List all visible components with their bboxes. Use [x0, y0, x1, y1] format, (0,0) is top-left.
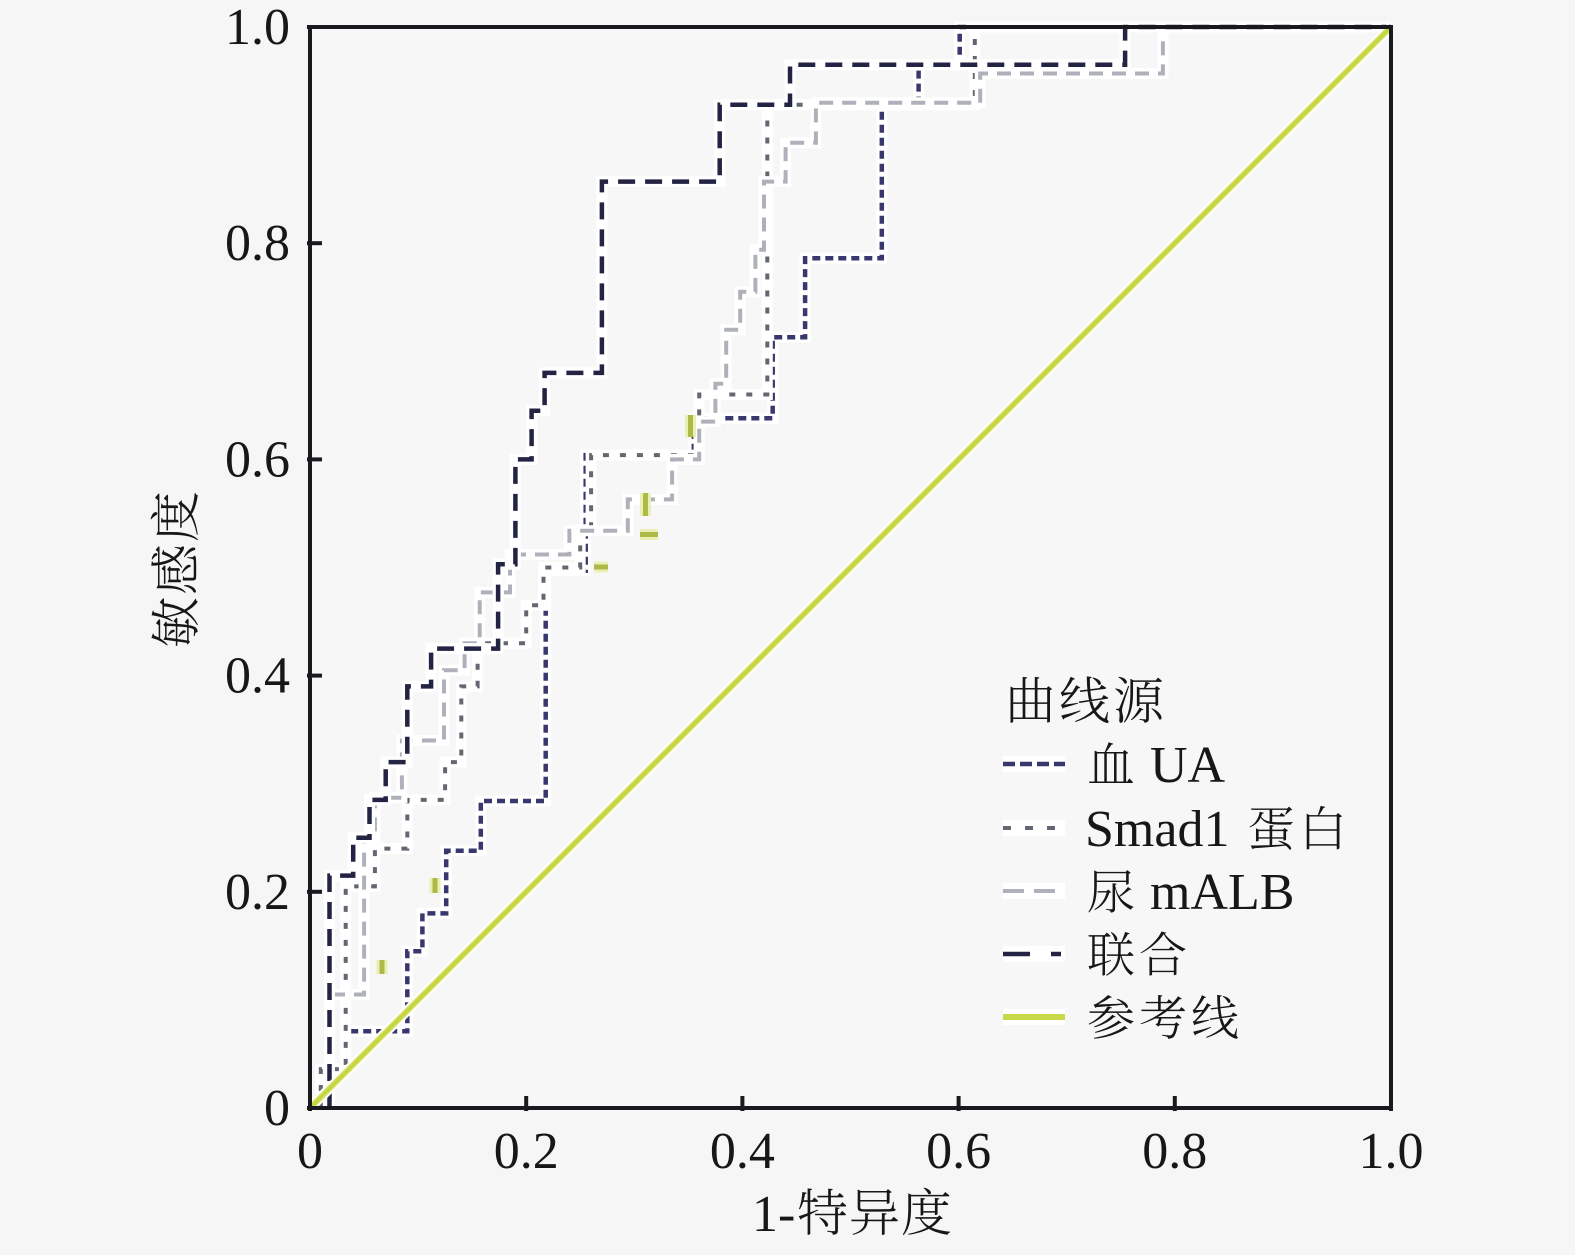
svg-text:0.6: 0.6	[225, 431, 290, 488]
svg-text:0.8: 0.8	[225, 215, 290, 272]
svg-text:0.4: 0.4	[710, 1123, 775, 1180]
svg-text:Smad1: Smad1	[1085, 801, 1229, 858]
svg-text:mALB: mALB	[1150, 864, 1294, 921]
svg-text:UA: UA	[1150, 737, 1226, 794]
svg-text:0.4: 0.4	[225, 648, 290, 705]
svg-text:0: 0	[264, 1080, 290, 1137]
svg-text:0.2: 0.2	[225, 864, 290, 921]
svg-text:1-: 1-	[752, 1186, 795, 1243]
svg-text:1.0: 1.0	[1359, 1123, 1424, 1180]
svg-text:0.8: 0.8	[1142, 1123, 1207, 1180]
svg-text:0.2: 0.2	[494, 1123, 559, 1180]
svg-text:0.6: 0.6	[926, 1123, 991, 1180]
svg-text:1.0: 1.0	[225, 0, 290, 56]
svg-text:0: 0	[297, 1123, 323, 1180]
